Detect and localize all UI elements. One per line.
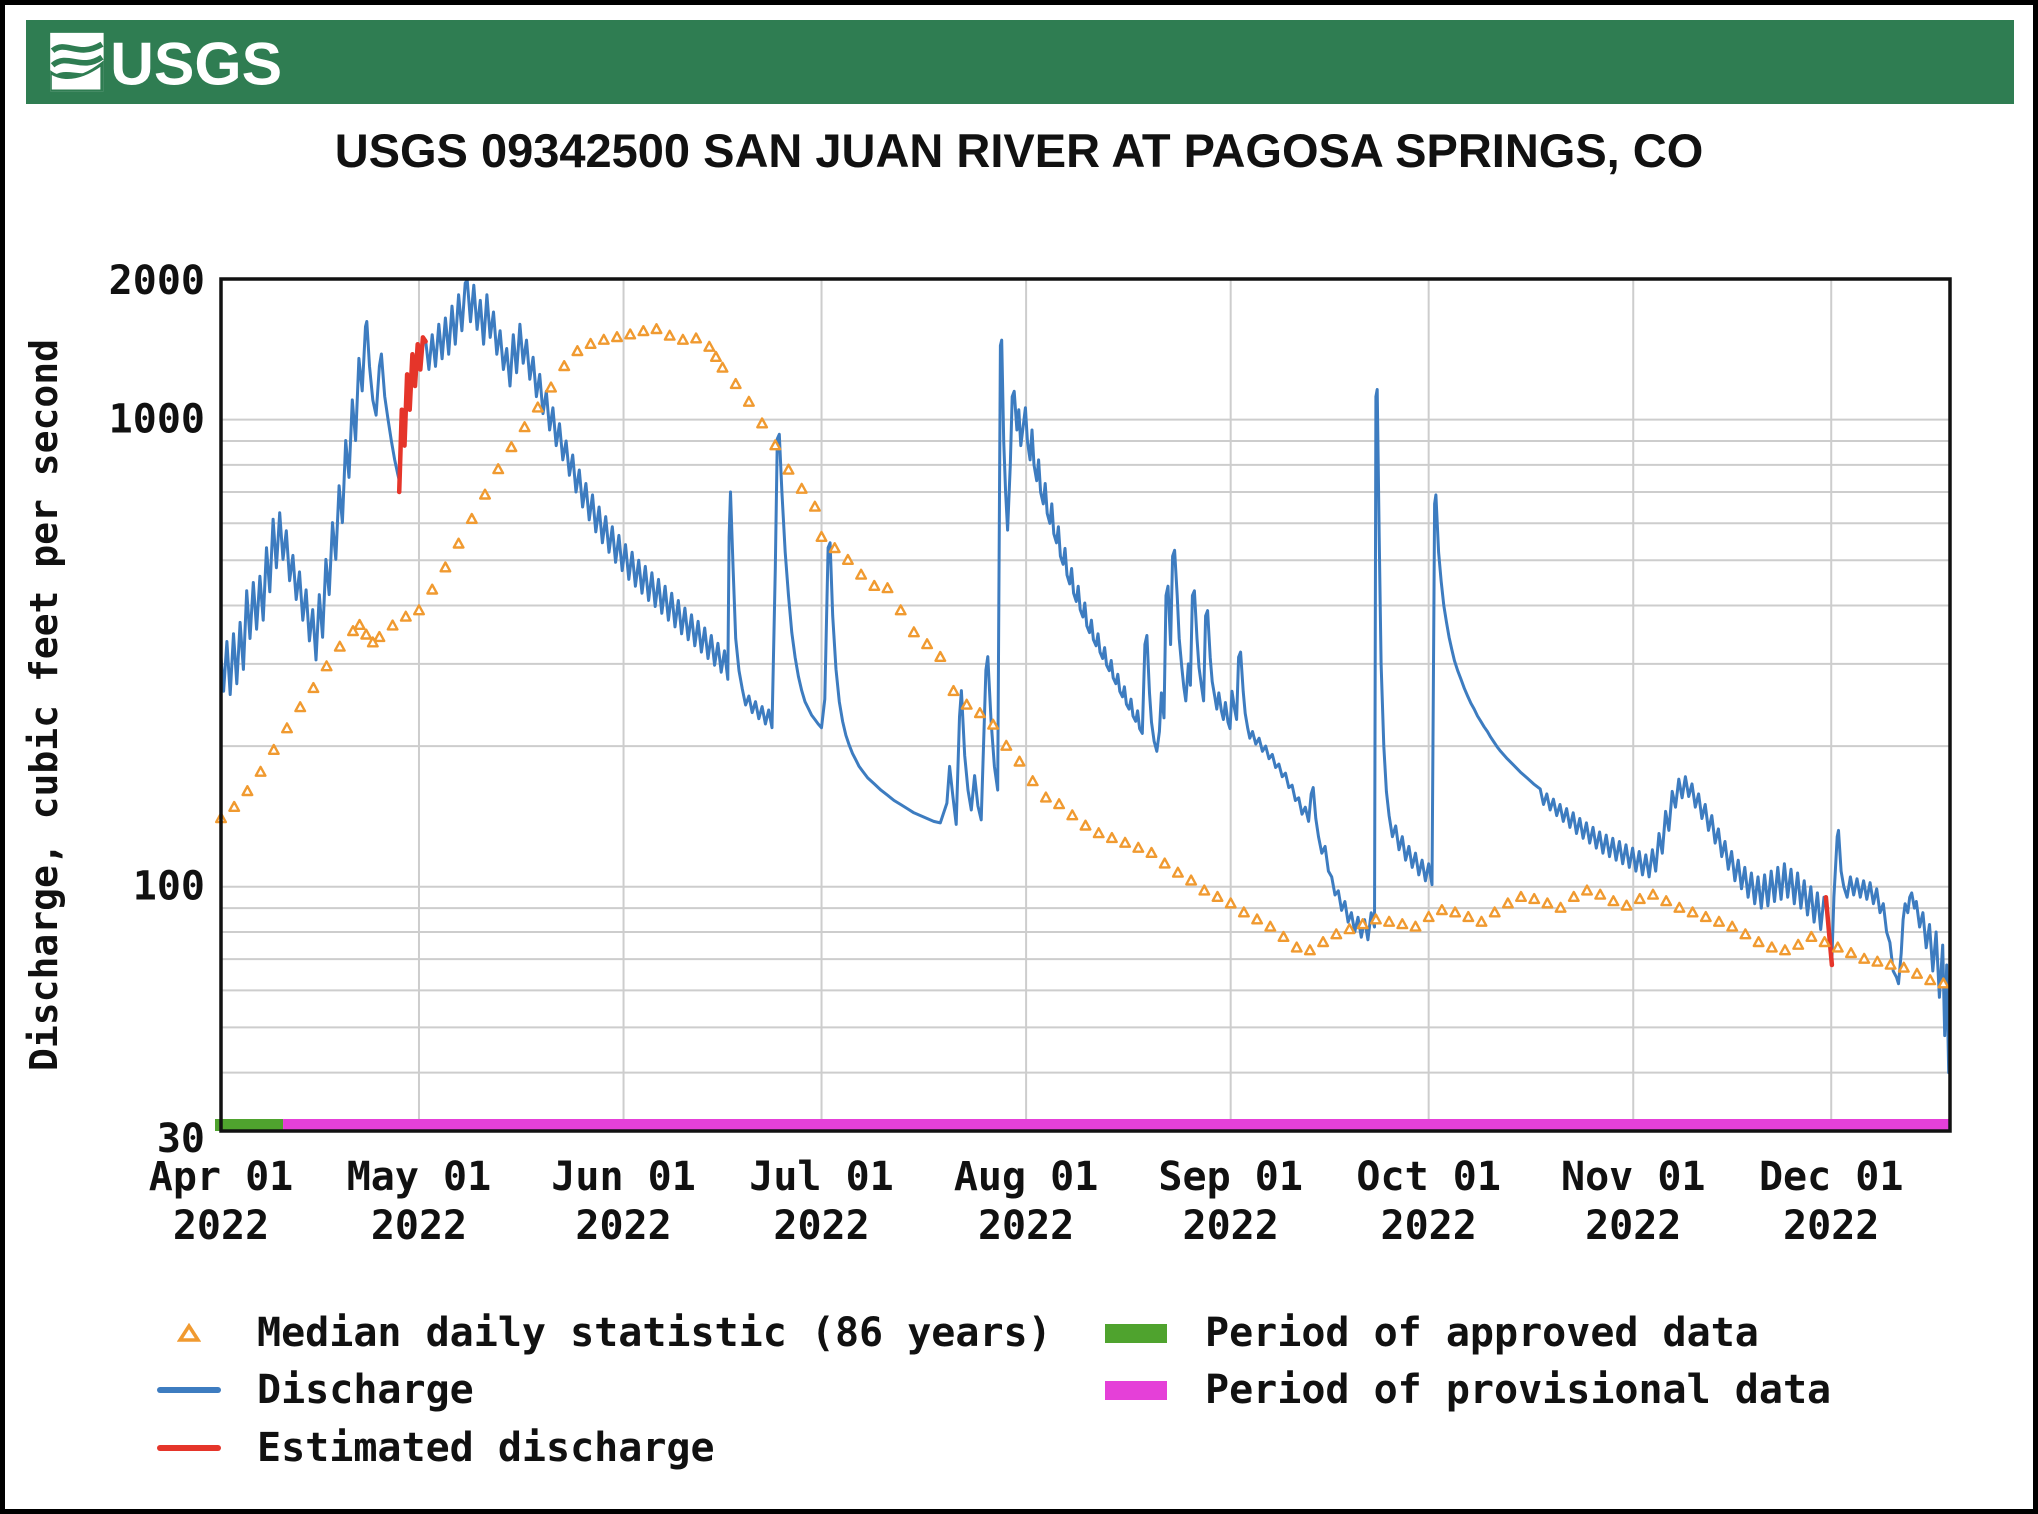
svg-text:100: 100 (133, 864, 205, 910)
svg-text:Jun 01: Jun 01 (551, 1154, 696, 1200)
median-daily-statistic-points (215, 323, 1950, 989)
legend-label-estimated: Estimated discharge (257, 1425, 715, 1471)
svg-text:2022: 2022 (1585, 1203, 1681, 1249)
legend-item-provisional: Period of provisional data (1105, 1367, 1831, 1413)
legend-label-approved: Period of approved data (1205, 1310, 1759, 1356)
page-title: USGS 09342500 SAN JUAN RIVER AT PAGOSA S… (334, 124, 1704, 177)
legend-item-discharge: Discharge (153, 1367, 474, 1413)
legend-item-median: Median daily statistic (86 years) (153, 1310, 1052, 1356)
legend-label-provisional: Period of provisional data (1205, 1367, 1832, 1413)
y-axis-title: Discharge, cubic feet per second (22, 339, 66, 1071)
legend-label-discharge: Discharge (257, 1367, 474, 1413)
usgs-header-bar: USGS (26, 20, 2014, 104)
y-tick-labels: 2000 1000 100 30 (109, 258, 205, 1162)
svg-text:Oct 01: Oct 01 (1356, 1154, 1501, 1200)
svg-text:2022: 2022 (1783, 1203, 1879, 1249)
svg-text:Dec 01: Dec 01 (1759, 1154, 1904, 1200)
svg-text:1000: 1000 (109, 397, 205, 443)
svg-text:Jul 01: Jul 01 (749, 1154, 894, 1200)
svg-text:Sep 01: Sep 01 (1158, 1154, 1303, 1200)
legend-item-approved: Period of approved data (1105, 1310, 1759, 1356)
approved-swatch-icon (1105, 1323, 1167, 1343)
svg-text:2022: 2022 (1183, 1203, 1279, 1249)
plot-border (219, 277, 1952, 1133)
svg-text:2022: 2022 (1380, 1203, 1476, 1249)
approved-period-bar (215, 1119, 284, 1131)
svg-text:30: 30 (157, 1116, 205, 1162)
svg-text:2022: 2022 (978, 1203, 1074, 1249)
grid-layer (220, 279, 1950, 1131)
svg-text:May 01: May 01 (347, 1154, 492, 1200)
legend-label-median: Median daily statistic (86 years) (257, 1310, 1052, 1356)
svg-text:2022: 2022 (575, 1203, 671, 1249)
svg-text:2022: 2022 (371, 1203, 467, 1249)
estimated-discharge-line (396, 335, 1835, 968)
discharge-line (219, 278, 1952, 1075)
svg-text:Aug 01: Aug 01 (954, 1154, 1099, 1200)
usgs-logo-text: USGS (110, 30, 282, 96)
median-marker-icon (153, 1323, 225, 1343)
svg-text:2000: 2000 (109, 258, 205, 304)
svg-text:Nov 01: Nov 01 (1561, 1154, 1706, 1200)
provisional-period-bar (283, 1119, 1950, 1131)
provisional-swatch-icon (1105, 1380, 1167, 1400)
usgs-wave-tile-icon (50, 32, 104, 92)
svg-text:2022: 2022 (773, 1203, 869, 1249)
legend-item-estimated: Estimated discharge (153, 1425, 715, 1471)
discharge-line-icon (153, 1387, 225, 1393)
svg-text:2022: 2022 (173, 1203, 269, 1249)
usgs-logo: USGS (50, 30, 282, 96)
estimated-line-icon (153, 1445, 225, 1451)
svg-text:Apr 01: Apr 01 (149, 1154, 294, 1200)
